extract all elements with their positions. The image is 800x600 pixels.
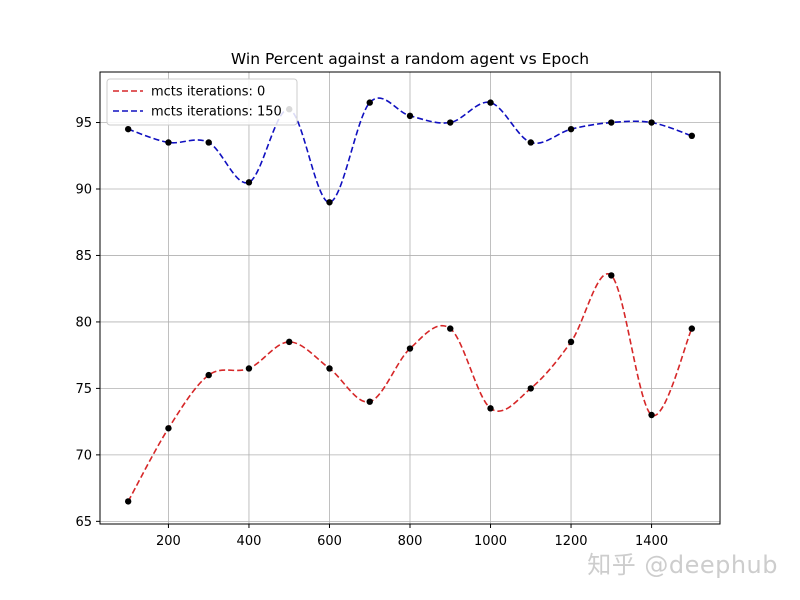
data-point: [205, 139, 212, 146]
data-point: [326, 199, 333, 206]
x-tick-label: 400: [237, 534, 262, 549]
y-tick-label: 75: [75, 382, 92, 397]
series-line-1: [127, 97, 693, 204]
data-point: [527, 139, 534, 146]
watermark: 知乎 @deephub: [587, 551, 778, 579]
data-point: [366, 99, 373, 106]
data-point: [406, 345, 414, 352]
legend-box: [106, 78, 298, 126]
x-tick-label: 1400: [635, 534, 668, 549]
data-point: [688, 325, 696, 332]
data-point: [245, 179, 253, 186]
y-tick-label: 95: [75, 116, 92, 131]
x-tick-label: 1200: [554, 534, 587, 549]
data-point: [447, 325, 454, 332]
legend: mcts iterations: 0 mcts iterations: 150: [106, 78, 298, 126]
y-tick-label: 70: [75, 448, 92, 463]
series-line-0: [127, 272, 693, 502]
x-axis: 200 400 600 800 1000 1200 1400: [156, 524, 668, 549]
data-point: [648, 411, 655, 419]
data-point: [165, 425, 172, 432]
y-tick-label: 80: [75, 315, 92, 330]
data-point: [567, 125, 575, 133]
x-tick-label: 200: [156, 534, 181, 549]
legend-label: mcts iterations: 0: [151, 85, 265, 100]
data-point: [366, 398, 373, 405]
x-tick-label: 1000: [474, 534, 507, 549]
y-tick-label: 90: [75, 182, 92, 197]
y-tick-label: 85: [75, 249, 92, 264]
data-point: [326, 365, 333, 372]
data-point: [688, 132, 696, 140]
x-tick-label: 800: [398, 534, 423, 549]
data-point: [527, 385, 534, 392]
data-point: [124, 125, 132, 133]
series-layer: [124, 97, 696, 505]
data-point: [286, 338, 293, 346]
data-point: [487, 99, 494, 106]
data-point: [648, 119, 655, 126]
data-point: [447, 119, 454, 126]
chart-title: Win Percent against a random agent vs Ep…: [231, 50, 589, 68]
data-point: [205, 371, 212, 379]
y-axis: 65 70 75 80 85 90 95: [75, 116, 100, 530]
data-point: [567, 338, 575, 346]
data-point: [608, 119, 615, 126]
data-point: [165, 139, 172, 146]
data-point: [608, 272, 615, 279]
legend-label: mcts iterations: 150: [151, 105, 282, 120]
data-point: [487, 405, 494, 412]
x-tick-label: 600: [317, 534, 342, 549]
data-point: [406, 112, 414, 120]
data-point: [245, 365, 253, 372]
y-tick-label: 65: [75, 515, 92, 530]
data-point: [124, 498, 132, 505]
